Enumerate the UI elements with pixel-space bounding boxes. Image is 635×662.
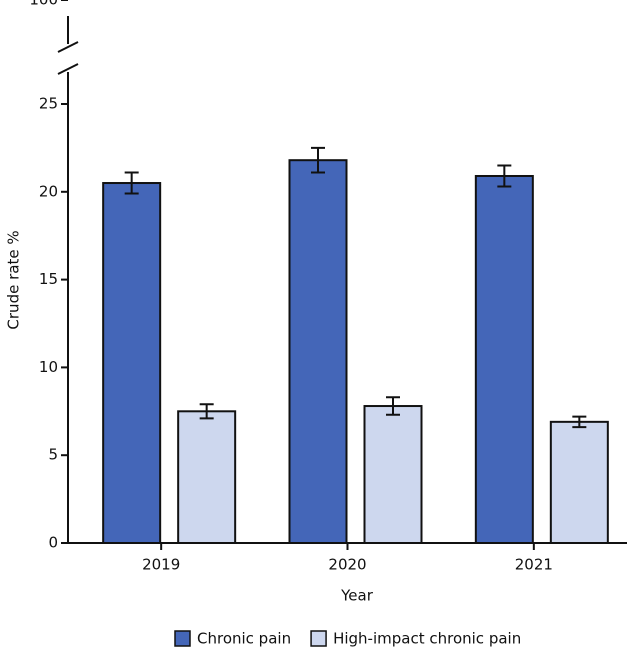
y-tick-label: 25 (39, 95, 58, 113)
x-tick-label: 2020 (328, 556, 366, 574)
legend-swatch (174, 630, 191, 647)
legend-label: High-impact chronic pain (333, 630, 521, 648)
axis-break (57, 41, 79, 53)
bar (288, 159, 348, 545)
error-bar (572, 415, 587, 429)
y-tick-label: 5 (48, 446, 58, 464)
legend-swatch (310, 630, 327, 647)
bar (549, 420, 609, 544)
error-bar (497, 164, 512, 188)
error-bar (311, 146, 325, 174)
error-bar (386, 396, 400, 416)
y-tick-label: 100 (29, 0, 58, 9)
bar (102, 182, 162, 545)
x-tick-label: 2019 (142, 556, 180, 574)
error-bar (199, 403, 214, 420)
y-axis-label: Crude rate % (5, 230, 23, 329)
legend-label: Chronic pain (197, 630, 291, 648)
bar (363, 405, 423, 545)
y-tick-label: 10 (39, 358, 58, 376)
y-tick-label: 0 (48, 534, 58, 552)
axis-break (57, 63, 79, 75)
x-axis-label: Year (340, 587, 374, 605)
y-tick-label: 15 (39, 270, 58, 288)
x-tick-label: 2021 (515, 556, 553, 574)
bar (474, 174, 534, 544)
error-bar (124, 171, 139, 195)
bar (177, 410, 237, 544)
y-tick-label: 20 (39, 182, 58, 200)
